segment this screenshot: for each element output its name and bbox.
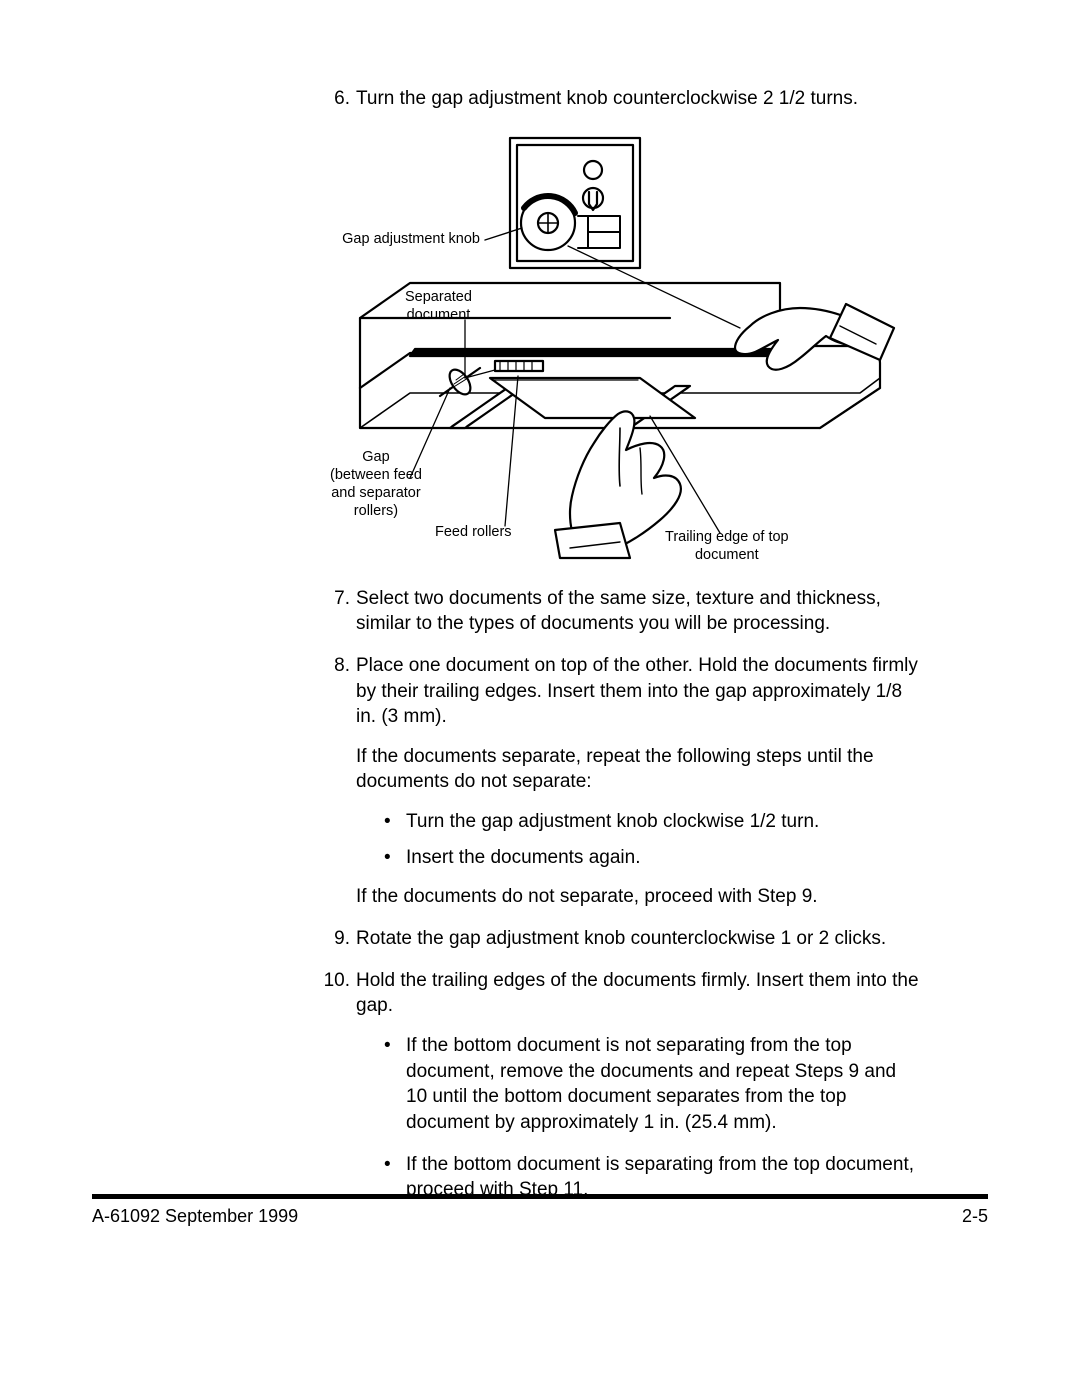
step-num: 6. — [320, 86, 350, 112]
step-num: 7. — [320, 586, 350, 637]
step-6: 6. Turn the gap adjustment knob counterc… — [320, 86, 920, 112]
step-9: 9. Rotate the gap adjustment knob counte… — [320, 926, 920, 952]
step-10-main: Hold the trailing edges of the documents… — [356, 970, 919, 1017]
step-text: Place one document on top of the other. … — [356, 653, 920, 910]
footer-left: A-61092 September 1999 — [92, 1206, 298, 1227]
bullet: •If the bottom document is not separatin… — [384, 1033, 920, 1136]
bullet-text: If the bottom document is not separating… — [406, 1033, 920, 1136]
step-text: Hold the trailing edges of the documents… — [356, 968, 920, 1213]
bullet: •Insert the documents again. — [384, 845, 920, 871]
step-text: Turn the gap adjustment knob countercloc… — [356, 86, 920, 112]
bullet-text: Turn the gap adjustment knob clockwise 1… — [406, 809, 920, 835]
label-gap: Gap(between feedand separatorrollers) — [330, 448, 422, 521]
bullet-dot: • — [384, 845, 406, 871]
step-text: Rotate the gap adjustment knob countercl… — [356, 926, 920, 952]
page: 6. Turn the gap adjustment knob counterc… — [0, 0, 1080, 1397]
step-8-main: Place one document on top of the other. … — [356, 655, 918, 727]
step-num: 8. — [320, 653, 350, 910]
footer-rule — [92, 1194, 988, 1199]
label-separated: Separateddocument — [405, 288, 472, 324]
step-10: 10. Hold the trailing edges of the docum… — [320, 968, 920, 1213]
bullet-dot: • — [384, 1033, 406, 1136]
step-8: 8. Place one document on top of the othe… — [320, 653, 920, 910]
step-7: 7. Select two documents of the same size… — [320, 586, 920, 637]
bullet: •Turn the gap adjustment knob clockwise … — [384, 809, 920, 835]
label-feed-rollers: Feed rollers — [435, 523, 512, 541]
label-trailing: Trailing edge of topdocument — [665, 528, 789, 564]
step-10-bullets: •If the bottom document is not separatin… — [356, 1033, 920, 1203]
footer-right: 2-5 — [962, 1206, 988, 1227]
step-8-para1: If the documents separate, repeat the fo… — [356, 744, 920, 795]
bullet-text: Insert the documents again. — [406, 845, 920, 871]
step-num: 9. — [320, 926, 350, 952]
step-8-para2: If the documents do not separate, procee… — [356, 884, 920, 910]
figure: Gap adjustment knob Separateddocument Ga… — [320, 128, 920, 568]
bullet-dot: • — [384, 809, 406, 835]
step-num: 10. — [320, 968, 350, 1213]
label-gap-knob: Gap adjustment knob — [315, 230, 480, 248]
step-8-bullets: •Turn the gap adjustment knob clockwise … — [356, 809, 920, 870]
step-text: Select two documents of the same size, t… — [356, 586, 920, 637]
content-area: 6. Turn the gap adjustment knob counterc… — [320, 86, 920, 1229]
